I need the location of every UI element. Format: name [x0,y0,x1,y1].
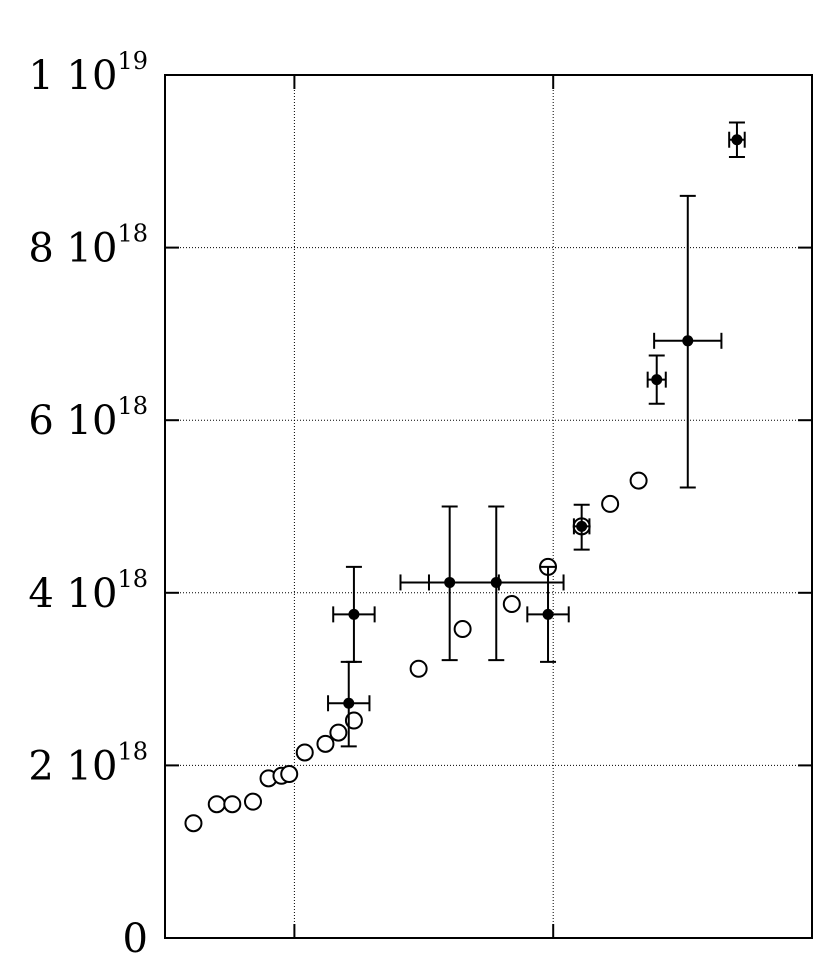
filled-data-point [542,608,554,620]
open-data-point [344,711,363,730]
y-tick-label: 4 1018 [28,565,148,617]
open-data-point [243,792,262,811]
y-tick-label: 2 1018 [28,737,148,789]
open-data-point [280,765,299,784]
errorbar-point [646,354,667,405]
filled-data-point [651,374,663,386]
y-tick-mantissa: 2 10 [28,743,117,789]
open-data-point [184,814,203,833]
filled-data-point [343,697,355,709]
y-tick-exponent: 18 [117,220,148,248]
y-tick-exponent: 18 [117,737,148,765]
plot-frame [164,74,813,939]
errorbar-point [427,505,565,662]
open-data-point [409,659,428,678]
filled-data-point [348,608,360,620]
y-tick-mantissa: 6 10 [28,398,117,444]
open-data-point [601,494,620,513]
open-data-point [316,734,335,753]
open-data-point [629,471,648,490]
y-tick-exponent: 19 [117,47,148,75]
y-tick-exponent: 18 [117,565,148,593]
errorbar-point [728,121,746,158]
filled-data-point [576,520,588,532]
errorbar-series [327,121,746,748]
open-data-point [502,595,521,614]
open-data-point [207,795,226,814]
data-series [184,121,746,833]
y-tick-mantissa: 8 10 [28,226,117,272]
y-tick-label: 0 [123,916,148,962]
y-tick-exponent: 18 [117,392,148,420]
y-tick-mantissa: 4 10 [28,571,117,617]
open-data-point [329,723,348,742]
errorbar-point [572,503,591,551]
errorbar-point [653,194,723,489]
open-data-point [295,743,314,762]
filled-data-point [731,134,743,146]
errorbar-point [526,565,570,663]
open-data-point [453,620,472,639]
errorbar-point [332,565,376,663]
y-tick-mantissa: 1 10 [28,53,117,99]
y-tick-label: 1 1019 [28,47,148,99]
y-tick-mantissa: 0 [123,916,148,962]
open-data-point [223,795,242,814]
y-tick-label: 6 1018 [28,392,148,444]
y-tick-label: 8 1018 [28,220,148,272]
filled-data-point [682,335,694,347]
filled-data-point [490,576,502,588]
